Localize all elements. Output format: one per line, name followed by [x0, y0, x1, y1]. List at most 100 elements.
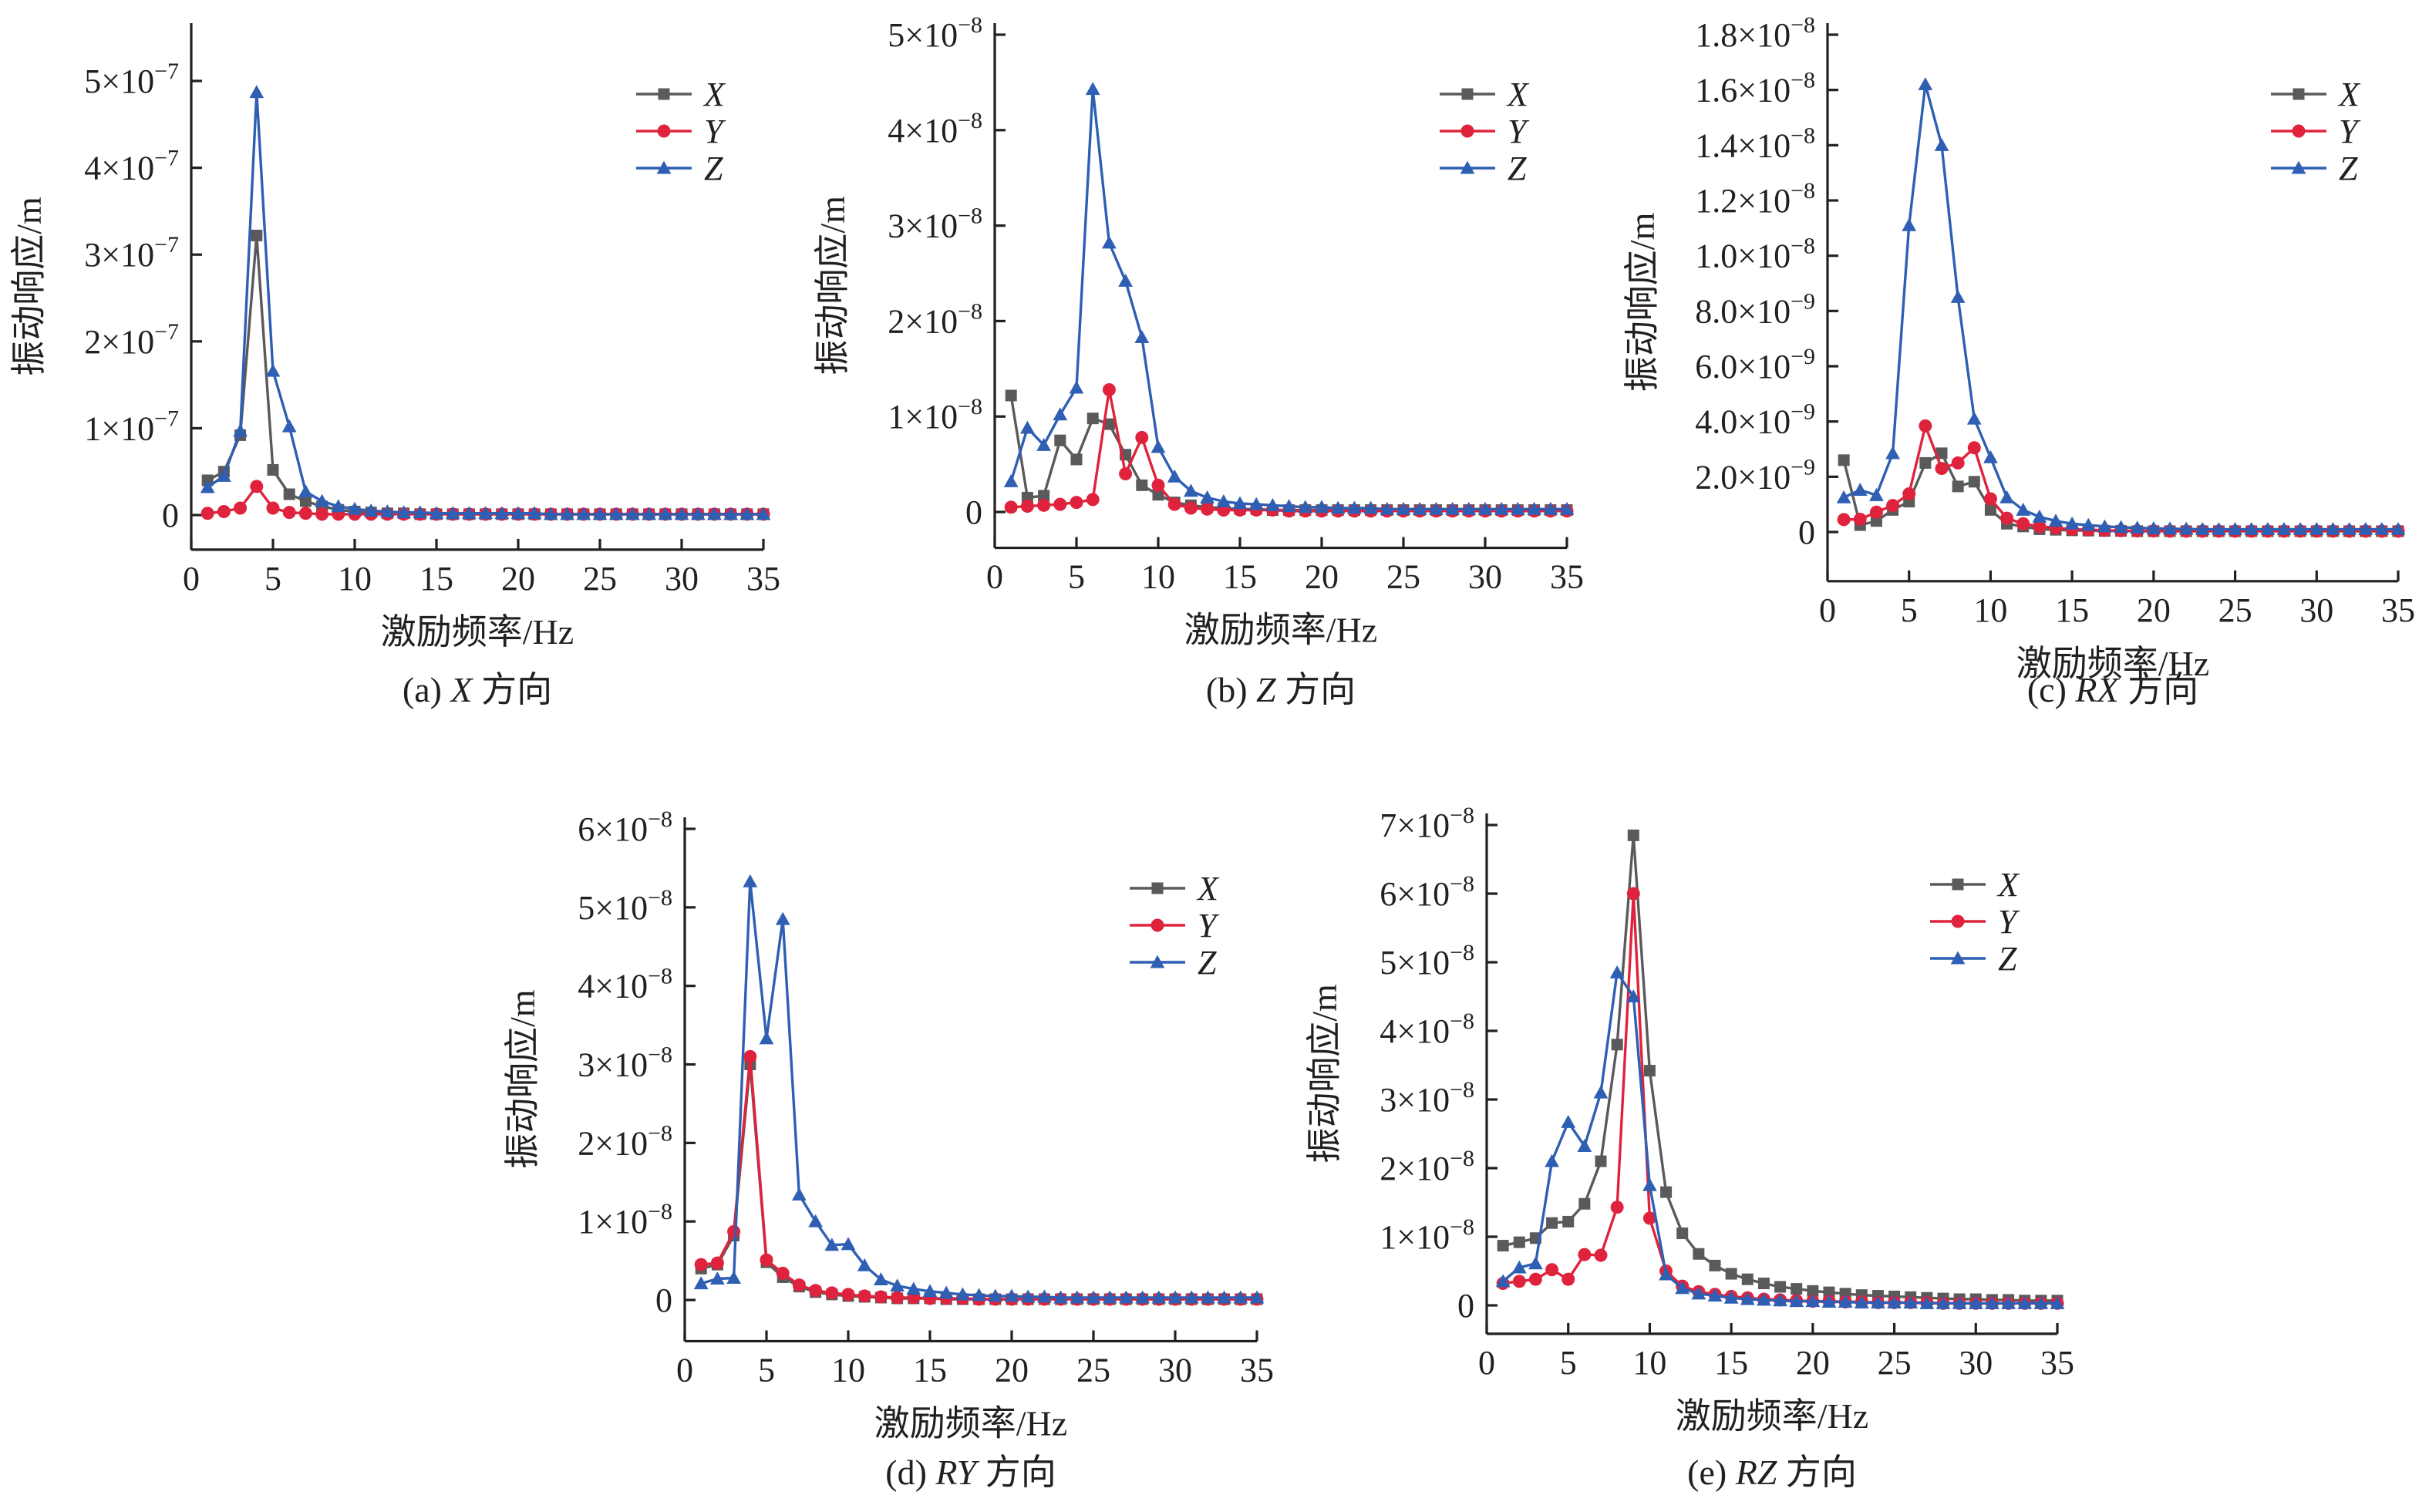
marker-circle [1020, 500, 1034, 514]
marker-square [1919, 456, 1932, 469]
x-tick-label: 10 [831, 1351, 865, 1389]
y-tick-label: 5×10−8 [888, 12, 982, 54]
series-line-X [700, 1062, 1257, 1301]
y-tick-label: 2×10−7 [84, 319, 179, 361]
marker-circle [315, 507, 329, 521]
marker-circle [1642, 1211, 1656, 1225]
chart-panel-e: 0 5 10 15 20 25 30 35 0 1×10−8 2×10−8 3×10−8 4×10−8 5… [1305, 803, 2074, 1492]
marker-triangle [1561, 1114, 1576, 1128]
y-tick-label: 6×10−8 [1380, 871, 1474, 913]
marker-square [1103, 418, 1115, 430]
marker-triangle [1528, 1256, 1543, 1270]
marker-triangle [739, 507, 755, 520]
marker-square [1757, 1278, 1770, 1290]
marker-triangle [723, 507, 738, 520]
x-tick-label: 25 [583, 560, 617, 598]
marker-triangle [1233, 1290, 1248, 1304]
marker-triangle [2212, 522, 2226, 535]
marker-triangle [693, 1276, 709, 1290]
x-tick-label: 5 [758, 1351, 775, 1389]
x-axis-title: 激励频率/Hz [874, 1403, 1067, 1443]
x-tick-label: 5 [264, 560, 281, 598]
marker-circle [1086, 493, 1100, 507]
y-tick-label: 0 [162, 497, 179, 534]
marker-triangle [281, 419, 297, 433]
marker-triangle [2001, 1295, 2016, 1309]
marker-triangle [1675, 1281, 1690, 1295]
y-tick-label: 2×10−8 [1380, 1146, 1474, 1187]
marker-triangle [200, 480, 215, 493]
marker-triangle [938, 1285, 954, 1299]
x-tick-label: 0 [676, 1351, 693, 1389]
x-tick-label: 15 [1223, 558, 1257, 596]
marker-triangle [1919, 1295, 1935, 1309]
marker-triangle [1184, 483, 1198, 497]
marker-triangle [710, 1271, 725, 1285]
marker-triangle [1723, 1290, 1739, 1304]
marker-triangle [1527, 501, 1541, 515]
legend-label-Y: Y [1998, 903, 2020, 941]
marker-square [1984, 503, 1996, 516]
marker-triangle [2064, 516, 2080, 530]
marker-circle [250, 480, 264, 493]
marker-triangle [824, 1238, 840, 1251]
marker-circle [2000, 511, 2014, 525]
marker-circle [282, 506, 296, 520]
marker-circle [1184, 501, 1198, 515]
marker-triangle [2080, 517, 2096, 531]
marker-square [1578, 1197, 1591, 1210]
marker-circle [1837, 513, 1851, 527]
marker-circle [1951, 456, 1965, 470]
marker-circle [1102, 383, 1116, 397]
marker-square [1709, 1259, 1721, 1271]
marker-triangle [1593, 1085, 1609, 1099]
marker-triangle [2293, 522, 2308, 535]
marker-triangle [1363, 500, 1378, 514]
chart-panel-a: 0 5 10 15 20 25 30 35 0 1×10−7 2×10−7 3×10−7 4×10−7 5… [9, 23, 780, 709]
marker-triangle [1740, 1291, 1755, 1305]
x-tick-label: 10 [1973, 591, 2007, 629]
x-tick-label: 20 [501, 560, 535, 598]
marker-triangle [1150, 439, 1166, 453]
series-line-X [207, 234, 763, 516]
marker-triangle [1085, 82, 1100, 96]
x-tick-label: 30 [665, 560, 699, 598]
y-tick-label: 4.0×10−9 [1695, 399, 1815, 441]
marker-triangle [1445, 501, 1460, 515]
marker-square [1725, 1268, 1737, 1280]
marker-triangle [1934, 137, 1949, 151]
marker-square [1562, 1215, 1575, 1227]
marker-triangle [1885, 446, 1900, 460]
x-tick-label: 0 [986, 558, 1003, 596]
marker-triangle [380, 504, 395, 517]
marker-triangle [1314, 500, 1329, 514]
x-tick-label: 25 [1878, 1344, 1912, 1382]
series-line-Y [1844, 424, 2398, 533]
marker-triangle [1821, 1295, 1837, 1308]
marker-triangle [2016, 502, 2031, 516]
marker-square [267, 463, 279, 476]
x-axis-title: 激励频率/Hz [381, 612, 574, 652]
marker-triangle [2309, 522, 2324, 535]
marker-square [1497, 1240, 1509, 1252]
marker-triangle [1053, 1290, 1068, 1304]
marker-triangle [1950, 951, 1966, 965]
marker-square [1152, 489, 1164, 501]
marker-triangle [527, 506, 542, 520]
marker-triangle [1983, 450, 1998, 463]
marker-square [1627, 829, 1639, 841]
panel-caption: (b) Z 方向 [1206, 670, 1356, 709]
series-line-Y [701, 1055, 1257, 1301]
marker-triangle [988, 1288, 1003, 1302]
marker-triangle [1134, 330, 1150, 343]
marker-triangle [674, 507, 689, 520]
legend-label-Z: Z [1508, 150, 1527, 187]
marker-triangle [743, 874, 758, 887]
marker-circle [825, 1286, 839, 1300]
panel-caption: (c) RX 方向 [2027, 670, 2198, 709]
marker-triangle [922, 1284, 938, 1298]
marker-circle [760, 1253, 773, 1267]
y-tick-label: 3×10−8 [1380, 1077, 1474, 1119]
marker-triangle [1966, 411, 1982, 425]
marker-circle [1578, 1248, 1592, 1261]
